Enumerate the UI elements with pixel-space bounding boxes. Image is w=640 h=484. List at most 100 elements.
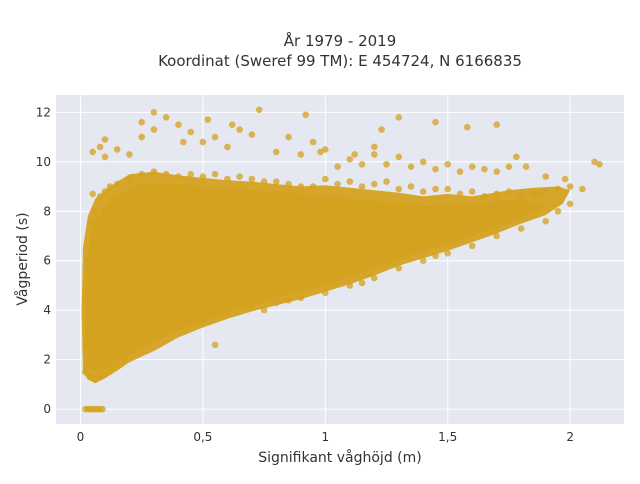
scatter-point — [175, 173, 182, 180]
x-tick-label: 1,5 — [438, 430, 457, 444]
x-tick-label: 0 — [77, 430, 85, 444]
scatter-point — [99, 405, 106, 413]
scatter-point — [96, 143, 104, 151]
scatter-point — [358, 279, 366, 287]
scatter-point — [175, 324, 182, 331]
scatter-point — [138, 170, 145, 178]
scatter-point — [566, 200, 574, 208]
scatter-point — [211, 133, 219, 141]
scatter-density-region — [81, 171, 571, 384]
scatter-point — [113, 180, 121, 188]
scatter-point — [285, 180, 292, 188]
scatter-point — [236, 126, 243, 133]
scatter-point — [596, 161, 603, 168]
scatter-point — [346, 156, 354, 163]
scatter-point — [537, 190, 545, 198]
scatter-point — [383, 178, 390, 185]
scatter-point — [126, 151, 133, 158]
scatter-point — [101, 136, 109, 143]
scatter-point — [187, 128, 194, 136]
scatter-point — [395, 114, 403, 121]
scatter-point — [150, 334, 158, 341]
scatter-point — [84, 257, 92, 265]
scatter-point — [395, 264, 403, 272]
scatter-point — [84, 326, 92, 334]
x-tick-label: 0,5 — [193, 430, 212, 444]
scatter-point — [493, 168, 501, 175]
scatter-point — [493, 190, 501, 198]
scatter-point — [334, 180, 341, 188]
chart-title-line-2: Koordinat (Sweref 99 TM): E 454724, N 61… — [158, 52, 522, 70]
scatter-point — [101, 371, 109, 378]
scatter-point — [101, 153, 109, 161]
scatter-point — [138, 118, 145, 126]
scatter-point — [542, 188, 549, 195]
scatter-point — [371, 180, 378, 188]
scatter-density-core — [85, 184, 546, 373]
scatter-point — [211, 170, 219, 178]
scatter-point — [351, 151, 359, 158]
scatter-point — [82, 294, 89, 302]
scatter-point — [317, 148, 324, 156]
scatter-point — [554, 208, 562, 215]
scatter-point — [530, 190, 537, 198]
scatter-point — [162, 114, 170, 121]
scatter-point — [204, 116, 212, 123]
scatter-point — [150, 109, 158, 116]
scatter-point — [383, 161, 390, 168]
scatter-point — [260, 306, 268, 314]
scatter-point — [309, 138, 317, 146]
scatter-point — [297, 151, 305, 158]
scatter-point — [187, 170, 194, 178]
scatter-point — [297, 294, 305, 302]
scatter-point — [89, 190, 96, 198]
scatter-point — [96, 193, 104, 200]
scatter-point — [322, 289, 329, 297]
x-axis-ticks: 0 0,5 1 1,5 2 — [77, 430, 574, 444]
scatter-point — [444, 185, 452, 193]
scatter-point — [371, 143, 378, 151]
scatter-point — [309, 183, 317, 190]
scatter-point — [150, 168, 158, 175]
scatter-point — [493, 121, 501, 128]
scatter-point — [358, 161, 366, 168]
scatter-point — [302, 111, 310, 119]
scatter-point — [542, 173, 549, 180]
scatter-point — [273, 148, 280, 156]
scatter-point — [407, 183, 415, 190]
scatter-point — [464, 123, 471, 131]
scatter-point — [91, 208, 99, 215]
scatter-point — [224, 143, 231, 151]
y-tick-label: 0 — [43, 402, 51, 416]
scatter-point — [395, 153, 403, 161]
scatter-point — [419, 188, 427, 195]
scatter-point — [432, 165, 439, 173]
scatter-point — [96, 373, 104, 381]
scatter-point — [371, 151, 378, 158]
scatter-point — [236, 173, 243, 180]
scatter-point — [138, 133, 145, 141]
scatter-point — [87, 220, 94, 227]
scatter-point — [224, 175, 231, 183]
scatter-point — [150, 126, 158, 133]
y-tick-label: 10 — [36, 155, 51, 169]
scatter-point — [468, 188, 476, 195]
scatter-point — [513, 153, 520, 161]
scatter-point — [89, 237, 96, 245]
scatter-point — [432, 118, 439, 126]
scatter-point — [358, 183, 366, 190]
scatter-point — [322, 146, 329, 153]
scatter-point — [229, 121, 236, 128]
scatter-point — [444, 250, 452, 257]
scatter-point — [101, 188, 109, 195]
scatter-point — [493, 232, 501, 240]
scatter-point — [106, 183, 114, 190]
x-axis-label: Signifikant våghöjd (m) — [258, 449, 421, 466]
scatter-point — [566, 183, 574, 190]
x-tick-label: 1 — [321, 430, 329, 444]
y-axis-ticks: 0 2 4 6 8 10 12 — [36, 105, 51, 416]
scatter-point — [89, 311, 96, 319]
scatter-point — [517, 225, 525, 232]
scatter-point — [199, 173, 207, 180]
